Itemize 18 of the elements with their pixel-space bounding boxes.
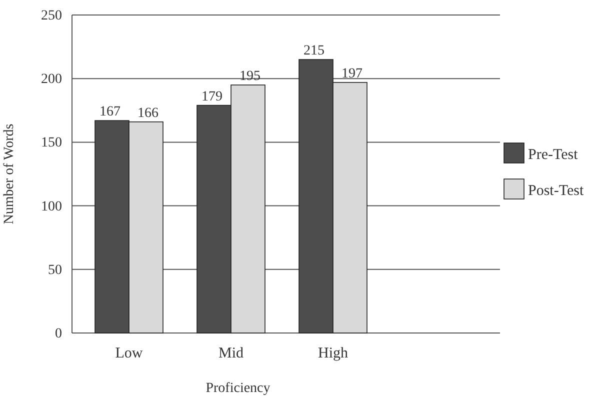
y-tick-label: 0	[55, 326, 62, 342]
x-tick-label: Mid	[218, 346, 244, 362]
data-label: 167	[100, 104, 120, 120]
y-tick-label: 200	[41, 72, 62, 88]
data-label: 215	[304, 44, 324, 59]
y-tick-label: 50	[48, 262, 62, 278]
data-label: 166	[138, 106, 158, 121]
data-label: 179	[202, 89, 222, 104]
y-tick-label: 100	[41, 199, 62, 214]
x-axis-title: Proficiency	[206, 381, 270, 396]
y-axis-title: Number of Words	[2, 124, 17, 224]
y-tick-label: 250	[41, 8, 62, 24]
legend-label: Post-Test	[528, 183, 584, 199]
legend-label: Pre-Test	[528, 147, 579, 163]
data-label: 197	[342, 66, 362, 82]
x-tick-label: High	[318, 346, 348, 362]
x-tick-label: Low	[115, 346, 143, 362]
y-tick-label: 150	[41, 136, 62, 151]
